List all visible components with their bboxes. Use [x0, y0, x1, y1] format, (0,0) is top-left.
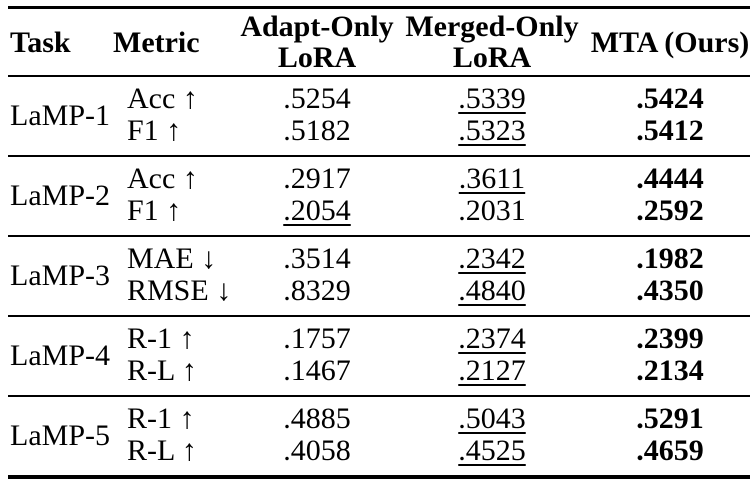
value-cell: .4840 [394, 275, 590, 316]
metric-cell: F1 ↑ [127, 194, 182, 227]
value-cell: .5182 [240, 115, 394, 156]
value-cell: .1757 [240, 316, 394, 355]
value-text: .2917 [283, 162, 351, 195]
table-row: LaMP-4 R-1 ↑ .1757 .2374 .2399 [8, 316, 750, 372]
value-cell: .4525 [394, 435, 590, 477]
value-cell: .5323 [394, 115, 590, 156]
value-cell: .2031 [394, 195, 590, 236]
value-text: .5291 [636, 402, 704, 435]
value-text: .4659 [636, 434, 704, 467]
value-cell: .1467 [240, 355, 394, 396]
value-text: .5424 [636, 82, 704, 115]
table-row: LaMP-5 R-1 ↑ .4885 .5043 .5291 [8, 396, 750, 452]
value-text: .4885 [283, 402, 351, 435]
metric-cell: R-1 ↑ [127, 402, 195, 435]
value-text: .5254 [283, 82, 351, 115]
value-text: .2134 [636, 354, 704, 387]
value-cell: .1982 [590, 236, 750, 275]
task-cell: LaMP-5 [10, 419, 110, 452]
header-cell-mta-ours: MTA (Ours) [590, 25, 750, 59]
value-text: .2374 [458, 322, 526, 355]
value-cell: .3611 [394, 156, 590, 195]
value-cell: .5424 [590, 76, 750, 115]
header-cell-metric: Metric [113, 25, 200, 59]
value-text: .4840 [458, 274, 526, 307]
value-cell: .2917 [240, 156, 394, 195]
value-text: .8329 [283, 274, 351, 307]
value-cell: .5339 [394, 76, 590, 115]
value-text: .2054 [283, 194, 351, 227]
metric-cell: Acc ↑ [127, 162, 198, 195]
metric-cell: Acc ↑ [127, 82, 198, 115]
metric-cell: R-1 ↑ [127, 322, 195, 355]
value-text: .2127 [458, 354, 526, 387]
value-text: .2592 [636, 194, 704, 227]
value-text: .5182 [283, 114, 351, 147]
value-cell: .5254 [240, 76, 394, 115]
block-lamp-2: LaMP-2 Acc ↑ .2917 .3611 .4444 F1 ↑ .205… [8, 156, 750, 236]
value-text: .4350 [636, 274, 704, 307]
header-cell-merged-only-lora: Merged-Only LoRA [405, 10, 579, 74]
value-cell: .5412 [590, 115, 750, 156]
block-lamp-1: LaMP-1 Acc ↑ .5254 .5339 .5424 F1 ↑ .518… [8, 76, 750, 156]
value-text: .1467 [283, 354, 351, 387]
value-cell: .4058 [240, 435, 394, 477]
value-text: .4525 [458, 434, 526, 467]
value-cell: .5291 [590, 396, 750, 435]
value-cell: .4350 [590, 275, 750, 316]
value-cell: .2342 [394, 236, 590, 275]
block-lamp-4: LaMP-4 R-1 ↑ .1757 .2374 .2399 R-L ↑ .14… [8, 316, 750, 396]
block-lamp-3: LaMP-3 MAE ↓ .3514 .2342 .1982 RMSE ↓ .8… [8, 236, 750, 316]
value-text: .4058 [283, 434, 351, 467]
metric-cell: R-L ↑ [127, 434, 197, 467]
table-row: RMSE ↓ .8329 .4840 .4350 [8, 275, 750, 316]
value-cell: .2127 [394, 355, 590, 396]
value-cell: .2399 [590, 316, 750, 355]
value-text: .1982 [636, 242, 704, 275]
metric-cell: F1 ↑ [127, 114, 182, 147]
value-cell: .2592 [590, 195, 750, 236]
table-row: F1 ↑ .2054 .2031 .2592 [8, 195, 750, 236]
table-row: F1 ↑ .5182 .5323 .5412 [8, 115, 750, 156]
task-cell: LaMP-2 [10, 179, 110, 212]
table-row: LaMP-1 Acc ↑ .5254 .5339 .5424 [8, 76, 750, 132]
value-text: .3514 [283, 242, 351, 275]
value-text: .2399 [636, 322, 704, 355]
value-cell: .4885 [240, 396, 394, 435]
value-text: .4444 [636, 162, 704, 195]
value-cell: .4444 [590, 156, 750, 195]
block-lamp-5: LaMP-5 R-1 ↑ .4885 .5043 .5291 R-L ↑ .40… [8, 396, 750, 477]
value-cell: .4659 [590, 435, 750, 477]
table-header: Task Metric Adapt-Only LoRA Merged-Only … [8, 8, 750, 76]
value-cell: .3514 [240, 236, 394, 275]
value-cell: .2054 [240, 195, 394, 236]
task-cell: LaMP-1 [10, 99, 110, 132]
value-text: .5043 [458, 402, 526, 435]
value-cell: .2374 [394, 316, 590, 355]
value-cell: .5043 [394, 396, 590, 435]
value-text: .5323 [458, 114, 526, 147]
header-cell-adapt-only-lora: Adapt-Only LoRA [240, 10, 394, 74]
task-cell: LaMP-3 [10, 259, 110, 292]
value-text: .5339 [458, 82, 526, 115]
header-cell-task: Task [10, 25, 71, 59]
value-text: .2342 [458, 242, 526, 275]
table-row: R-L ↑ .4058 .4525 .4659 [8, 435, 750, 477]
table-row: LaMP-3 MAE ↓ .3514 .2342 .1982 [8, 236, 750, 292]
results-table: Task Metric Adapt-Only LoRA Merged-Only … [8, 6, 750, 479]
table-row: LaMP-2 Acc ↑ .2917 .3611 .4444 [8, 156, 750, 212]
value-text: .3611 [458, 162, 526, 195]
task-cell: LaMP-4 [10, 339, 110, 372]
metric-cell: R-L ↑ [127, 354, 197, 387]
value-text: .1757 [283, 322, 351, 355]
value-cell: .2134 [590, 355, 750, 396]
value-text: .5412 [636, 114, 704, 147]
value-text: .2031 [458, 194, 526, 227]
value-cell: .8329 [240, 275, 394, 316]
metric-cell: RMSE ↓ [127, 274, 232, 307]
table-row: R-L ↑ .1467 .2127 .2134 [8, 355, 750, 396]
header-row: Task Metric Adapt-Only LoRA Merged-Only … [8, 8, 750, 76]
metric-cell: MAE ↓ [127, 242, 217, 275]
